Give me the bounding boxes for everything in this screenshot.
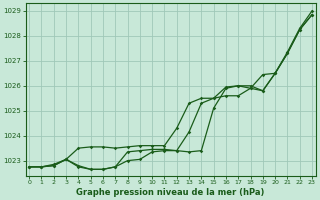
X-axis label: Graphe pression niveau de la mer (hPa): Graphe pression niveau de la mer (hPa)	[76, 188, 265, 197]
